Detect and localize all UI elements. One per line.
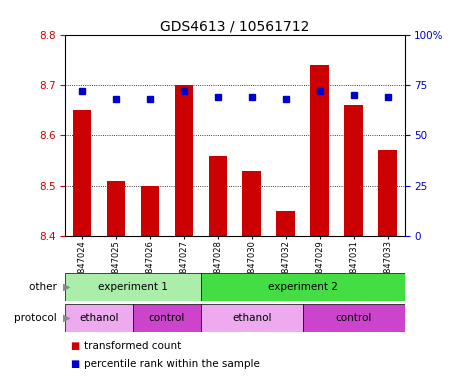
Bar — [378, 151, 397, 236]
Bar — [242, 170, 261, 236]
Text: ethanol: ethanol — [232, 313, 272, 323]
Text: experiment 2: experiment 2 — [268, 282, 338, 292]
Text: control: control — [149, 313, 185, 323]
Bar — [65, 273, 201, 301]
Bar — [201, 304, 303, 331]
Text: percentile rank within the sample: percentile rank within the sample — [84, 359, 259, 369]
Text: ethanol: ethanol — [80, 313, 119, 323]
Bar — [140, 186, 159, 236]
Bar — [73, 110, 92, 236]
Bar — [106, 181, 126, 236]
Bar — [174, 85, 193, 236]
Text: ▶: ▶ — [63, 313, 70, 323]
Text: other: other — [29, 282, 60, 292]
Text: control: control — [335, 313, 372, 323]
Text: experiment 1: experiment 1 — [98, 282, 168, 292]
Text: transformed count: transformed count — [84, 341, 181, 351]
Text: protocol: protocol — [14, 313, 60, 323]
Bar — [310, 65, 329, 236]
Title: GDS4613 / 10561712: GDS4613 / 10561712 — [160, 20, 310, 33]
Bar — [344, 105, 363, 236]
Bar — [276, 211, 295, 236]
Text: ■: ■ — [70, 341, 79, 351]
Bar — [303, 304, 405, 331]
Text: ■: ■ — [70, 359, 79, 369]
Bar — [201, 273, 405, 301]
Bar — [208, 156, 227, 236]
Bar — [65, 304, 133, 331]
Text: ▶: ▶ — [63, 282, 70, 292]
Bar — [133, 304, 201, 331]
